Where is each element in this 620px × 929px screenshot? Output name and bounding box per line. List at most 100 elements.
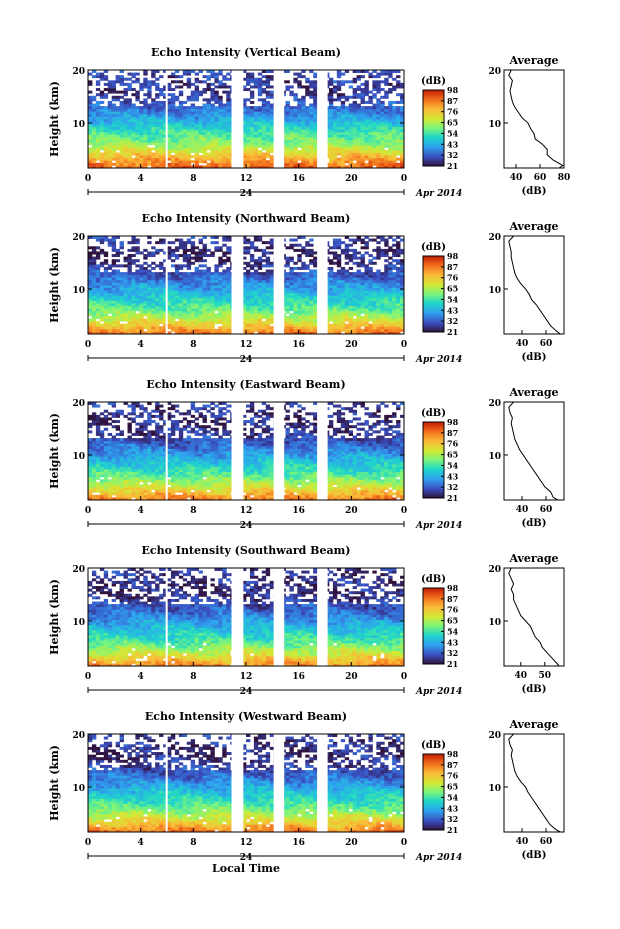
heatmap-cell [218, 108, 223, 112]
heatmap-cell [376, 129, 381, 133]
heatmap-cell [159, 290, 164, 294]
heatmap-cell [269, 137, 275, 141]
heatmap-cell [214, 160, 219, 164]
heatmap-cell [265, 321, 271, 325]
heatmap-cell [190, 103, 196, 107]
heatmap-cell [174, 116, 180, 120]
heatmap-cell [182, 160, 188, 164]
heatmap-cell [226, 121, 231, 125]
heatmap-cell [163, 313, 168, 317]
profile-x-tick-label: 80 [558, 173, 571, 183]
heatmap-cell [265, 310, 271, 314]
heatmap-cell [226, 149, 231, 153]
heatmap-cell [257, 126, 263, 130]
heatmap-cell [91, 274, 97, 278]
heatmap-cell [155, 152, 160, 156]
heatmap-cell [163, 241, 168, 245]
heatmap-cell [340, 251, 346, 255]
heatmap-cell [202, 108, 207, 112]
heatmap-cell [186, 272, 192, 276]
heatmap-cell [368, 90, 373, 94]
heatmap-cell [99, 106, 105, 110]
heatmap-cell [372, 331, 377, 335]
heatmap-cell [143, 303, 148, 307]
heatmap-cell [91, 279, 97, 283]
heatmap-cell [285, 124, 290, 128]
heatmap-cell [265, 82, 271, 86]
heatmap-cell [328, 310, 334, 314]
heatmap-cell [139, 328, 144, 332]
heatmap-cell [119, 100, 124, 104]
heatmap-cell [249, 111, 255, 115]
heatmap-cell [249, 295, 255, 299]
heatmap-cell [336, 157, 342, 161]
heatmap-cell [119, 142, 124, 146]
heatmap-cell [182, 256, 188, 260]
heatmap-cell [285, 85, 290, 89]
heatmap-cell [253, 290, 259, 294]
heatmap-cell [103, 142, 109, 146]
heatmap-cell [336, 75, 342, 79]
heatmap-cell [186, 131, 192, 135]
heatmap-cell [206, 269, 211, 273]
heatmap-cell [214, 295, 219, 299]
heatmap-cell [103, 297, 109, 301]
heatmap-cell [123, 323, 128, 327]
heatmap-cell [368, 95, 373, 99]
heatmap-cell [332, 295, 338, 299]
heatmap-cell [360, 295, 365, 299]
heatmap-cell [115, 147, 120, 151]
heatmap-cell [170, 308, 176, 312]
heatmap-cell [210, 300, 215, 304]
heatmap-cell [380, 139, 385, 143]
heatmap-cell [309, 116, 314, 120]
heatmap-cell [111, 328, 117, 332]
heatmap-cell [332, 274, 338, 278]
heatmap-cell [167, 295, 172, 299]
heatmap-cell [186, 139, 192, 143]
heatmap-cell [396, 108, 401, 112]
heatmap-cell [115, 160, 120, 164]
heatmap-cell [297, 124, 302, 128]
heatmap-cell [265, 95, 271, 99]
heatmap-cell [99, 315, 105, 319]
heatmap-cell [253, 152, 259, 156]
heatmap-cell [111, 261, 117, 265]
heatmap-cell [151, 142, 156, 146]
heatmap-cell [127, 134, 132, 138]
heatmap-cell [163, 147, 168, 151]
heatmap-cell [186, 144, 192, 148]
heatmap-cell [190, 113, 196, 117]
heatmap-cell [194, 290, 199, 294]
heatmap-cell [257, 287, 263, 291]
heatmap-cell [269, 315, 275, 319]
heatmap-cell [356, 279, 361, 283]
heatmap-cell [400, 149, 405, 153]
heatmap-cell [388, 103, 393, 107]
heatmap-cell [242, 328, 247, 332]
heatmap-cell [257, 93, 263, 97]
heatmap-cell [88, 274, 93, 278]
heatmap-cell [155, 157, 160, 161]
heatmap-cell [400, 292, 405, 296]
heatmap-cell [159, 147, 164, 151]
heatmap-cell [246, 77, 251, 81]
heatmap-cell [143, 126, 148, 130]
heatmap-cell [194, 155, 199, 159]
heatmap-cell [305, 308, 310, 312]
heatmap-cell [155, 95, 160, 99]
heatmap-cell [352, 152, 357, 156]
heatmap-cell [376, 121, 381, 125]
heatmap-cell [143, 142, 148, 146]
heatmap-cell [210, 285, 215, 288]
heatmap-cell [242, 241, 247, 245]
heatmap-cell [344, 290, 350, 294]
heatmap-cell [155, 310, 160, 314]
heatmap-cell [119, 131, 124, 135]
heatmap-cell [95, 116, 101, 120]
heatmap-cell [226, 100, 231, 104]
heatmap-cell [396, 152, 401, 156]
heatmap-cell [348, 121, 354, 125]
heatmap-cell [190, 98, 196, 102]
heatmap-cell [257, 266, 263, 270]
